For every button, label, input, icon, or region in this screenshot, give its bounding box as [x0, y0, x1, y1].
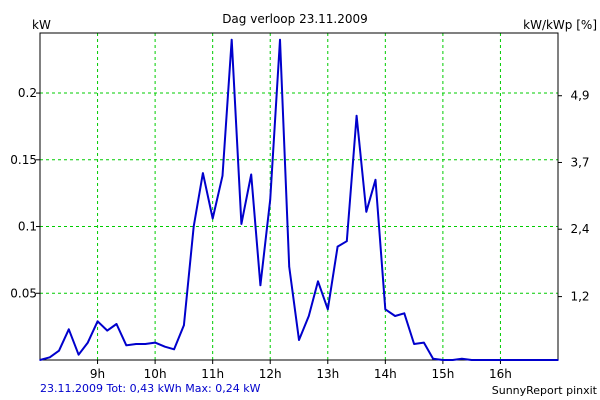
y-tick-label-left: 0.1: [18, 220, 37, 234]
data-point: [489, 359, 492, 361]
data-point: [345, 240, 348, 243]
data-point: [509, 359, 512, 361]
x-tick-label: 10h: [144, 367, 167, 381]
data-point: [374, 179, 377, 181]
data-point: [48, 356, 51, 359]
data-point: [144, 343, 147, 345]
data-point: [442, 359, 444, 361]
footer-summary: 23.11.2009 Tot: 0,43 kWh Max: 0,24 kW: [40, 382, 261, 395]
data-point: [317, 280, 319, 283]
data-point: [125, 344, 128, 347]
data-point: [326, 308, 329, 311]
data-point: [192, 225, 195, 228]
y-axis-label-right: kW/kWp [%]: [523, 18, 597, 32]
data-point: [240, 223, 243, 225]
plot-frame: [39, 32, 559, 361]
data-point: [432, 357, 434, 360]
series-layer: [39, 38, 559, 361]
grid-layer: [40, 33, 558, 360]
data-point: [403, 312, 406, 315]
data-point: [298, 339, 300, 341]
data-point: [423, 341, 425, 344]
data-point: [183, 324, 185, 327]
data-point: [173, 348, 175, 351]
data-point: [58, 349, 60, 352]
label-layer: Dag verloop 23.11.2009 kW kW/kWp [%] 23.…: [32, 12, 598, 397]
x-tick-label: 16h: [489, 367, 512, 381]
data-point: [250, 173, 253, 176]
y-tick-label-left: 0.15: [10, 153, 37, 167]
data-point: [499, 359, 502, 361]
data-point: [211, 217, 214, 220]
y-tick-label-left: 0.2: [18, 86, 37, 100]
data-point: [135, 343, 137, 345]
data-point: [202, 172, 204, 174]
data-point: [547, 359, 550, 361]
data-point: [470, 359, 473, 361]
data-point: [538, 359, 540, 361]
x-tick-label: 11h: [201, 367, 224, 381]
y-tick-label-right: 2,4: [570, 222, 589, 236]
x-tick-label: 9h: [90, 367, 105, 381]
data-point: [67, 328, 70, 331]
data-point: [259, 284, 262, 287]
data-point: [221, 175, 224, 177]
data-point: [288, 265, 291, 268]
x-tick-label: 13h: [316, 367, 339, 381]
data-point: [557, 359, 559, 361]
data-point: [154, 341, 156, 344]
data-point: [307, 315, 310, 317]
x-tick-label: 12h: [259, 367, 282, 381]
data-point: [86, 341, 89, 344]
data-point: [384, 308, 387, 311]
data-point: [365, 211, 368, 213]
data-point: [230, 38, 233, 41]
axis-layer: 9h 10h 11h 12h 13h 14h 15h 16h 0.05 0.1 0.15 0.2 1,2…: [10, 32, 590, 381]
data-point: [279, 38, 281, 41]
data-point: [451, 359, 454, 361]
y-tick-label-left: 0.05: [10, 286, 37, 300]
y-tick-label-right: 1,2: [570, 290, 589, 304]
data-point: [106, 329, 109, 332]
data-point: [115, 323, 118, 325]
data-point: [96, 320, 99, 323]
chart-title: Dag verloop 23.11.2009: [222, 12, 368, 26]
data-point: [269, 199, 272, 201]
data-point: [355, 114, 358, 117]
y-tick-label-right: 4,9: [570, 89, 589, 103]
data-point: [336, 245, 339, 248]
x-tick-label: 14h: [374, 367, 397, 381]
data-point: [528, 359, 531, 361]
y-tick-label-right: 3,7: [570, 155, 589, 169]
data-point: [518, 359, 521, 361]
data-point: [394, 315, 396, 317]
x-tick-label: 15h: [431, 367, 454, 381]
data-point: [164, 345, 166, 348]
data-point: [39, 359, 41, 361]
data-point: [413, 343, 415, 345]
y-axis-label-left: kW: [32, 18, 51, 32]
data-point: [480, 359, 483, 361]
data-point: [77, 353, 80, 356]
data-point: [461, 357, 463, 360]
series-line: [39, 38, 558, 361]
footer-credit: SunnyReport pinxit: [492, 384, 598, 397]
